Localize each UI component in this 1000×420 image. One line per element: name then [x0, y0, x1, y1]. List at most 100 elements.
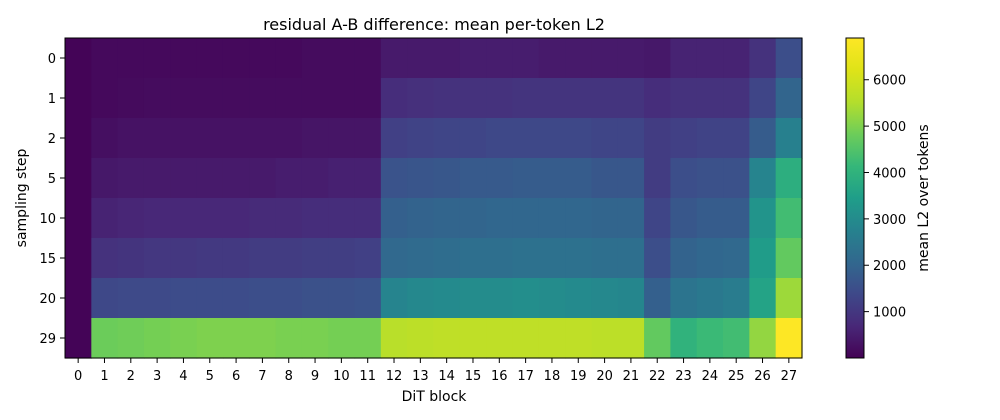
heatmap-cell-29-3 — [143, 318, 171, 359]
heatmap-cell-20-22 — [644, 278, 671, 319]
heatmap-cell-29-17 — [512, 318, 540, 359]
heatmap-cell-0-10 — [328, 38, 356, 79]
heatmap-cell-10-20 — [591, 198, 619, 239]
chart-title: residual A-B difference: mean per-token … — [263, 15, 605, 34]
heatmap-cell-29-23 — [670, 318, 698, 359]
heatmap-cell-10-25 — [723, 198, 750, 239]
heatmap-cell-20-24 — [696, 278, 724, 319]
heatmap-cell-10-18 — [538, 198, 566, 239]
heatmap-cell-1-12 — [380, 78, 408, 119]
heatmap-cell-20-5 — [196, 278, 224, 319]
heatmap-cell-10-1 — [91, 198, 119, 239]
heatmap-cell-15-25 — [723, 238, 750, 279]
heatmap-cell-1-0 — [65, 78, 92, 119]
heatmap-cell-20-7 — [249, 278, 277, 319]
heatmap-cell-10-0 — [65, 198, 92, 239]
heatmap-cell-1-25 — [723, 78, 750, 119]
heatmap-cell-29-1 — [91, 318, 119, 359]
heatmap-cell-20-26 — [749, 278, 777, 319]
heatmap-cell-0-26 — [749, 38, 777, 79]
heatmap-cell-1-7 — [249, 78, 277, 119]
heatmap-cell-2-18 — [538, 118, 566, 159]
heatmap-cell-2-21 — [617, 118, 645, 159]
heatmap-cell-5-26 — [749, 158, 777, 199]
x-tick-label: 17 — [517, 369, 534, 384]
heatmap-cell-10-19 — [565, 198, 593, 239]
heatmap-cell-1-10 — [328, 78, 356, 119]
heatmap-cell-15-1 — [91, 238, 119, 279]
heatmap-cell-15-12 — [380, 238, 408, 279]
heatmap-cell-2-22 — [644, 118, 671, 159]
heatmap-cell-10-26 — [749, 198, 777, 239]
heatmap-cell-20-18 — [538, 278, 566, 319]
heatmap-cell-29-11 — [354, 318, 382, 359]
heatmap-cell-0-22 — [644, 38, 671, 79]
heatmap-cell-15-8 — [275, 238, 303, 279]
heatmap-cell-0-23 — [670, 38, 698, 79]
y-tick-label: 1 — [48, 92, 56, 107]
heatmap-cell-15-10 — [328, 238, 356, 279]
heatmap-cell-10-23 — [670, 198, 698, 239]
heatmap-cell-1-27 — [775, 78, 803, 119]
x-tick-label: 1 — [100, 369, 108, 384]
x-tick-label: 2 — [127, 369, 135, 384]
heatmap-cell-2-27 — [775, 118, 803, 159]
heatmap-cell-0-7 — [249, 38, 277, 79]
heatmap-cell-20-4 — [170, 278, 198, 319]
heatmap-cell-5-13 — [407, 158, 435, 199]
heatmap-cell-2-17 — [512, 118, 540, 159]
heatmap-cell-2-3 — [143, 118, 171, 159]
heatmap-cell-5-8 — [275, 158, 303, 199]
heatmap-cell-15-19 — [565, 238, 593, 279]
heatmap-cell-5-12 — [380, 158, 408, 199]
x-tick-label: 10 — [333, 369, 350, 384]
heatmap-cell-2-26 — [749, 118, 777, 159]
heatmap-cell-20-1 — [91, 278, 119, 319]
heatmap-cell-20-12 — [380, 278, 408, 319]
heatmap-cell-2-8 — [275, 118, 303, 159]
heatmap-cell-20-20 — [591, 278, 619, 319]
heatmap-cell-0-2 — [117, 38, 145, 79]
heatmap-cell-10-17 — [512, 198, 540, 239]
heatmap-cell-1-5 — [196, 78, 224, 119]
heatmap-cell-0-21 — [617, 38, 645, 79]
heatmap-cell-1-15 — [459, 78, 487, 119]
colorbar — [846, 38, 864, 358]
heatmap-cell-10-5 — [196, 198, 224, 239]
heatmap-cell-29-22 — [644, 318, 671, 359]
heatmap-cell-1-17 — [512, 78, 540, 119]
heatmap-cell-5-2 — [117, 158, 145, 199]
heatmap-cell-5-24 — [696, 158, 724, 199]
heatmap-cell-5-5 — [196, 158, 224, 199]
heatmap-cell-15-6 — [222, 238, 250, 279]
heatmap-cell-1-4 — [170, 78, 198, 119]
heatmap-cell-29-25 — [723, 318, 750, 359]
heatmap-cell-1-8 — [275, 78, 303, 119]
heatmap-cell-0-19 — [565, 38, 593, 79]
heatmap-cell-15-22 — [644, 238, 671, 279]
heatmap-cell-2-7 — [249, 118, 277, 159]
heatmap-cell-10-11 — [354, 198, 382, 239]
heatmap-cell-29-10 — [328, 318, 356, 359]
x-tick-label: 16 — [491, 369, 508, 384]
x-tick-label: 7 — [258, 369, 266, 384]
heatmap-cell-2-16 — [486, 118, 514, 159]
heatmap-cell-20-13 — [407, 278, 435, 319]
heatmap-cell-15-21 — [617, 238, 645, 279]
x-tick-label: 19 — [570, 369, 587, 384]
heatmap-cell-0-5 — [196, 38, 224, 79]
heatmap-cell-5-17 — [512, 158, 540, 199]
heatmap-cell-1-3 — [143, 78, 171, 119]
heatmap-cell-29-15 — [459, 318, 487, 359]
heatmap-cell-29-26 — [749, 318, 777, 359]
heatmap-cell-0-8 — [275, 38, 303, 79]
x-tick-label: 9 — [311, 369, 319, 384]
x-tick-label: 23 — [675, 369, 692, 384]
colorbar-tick-label: 6000 — [873, 74, 906, 89]
heatmap-cell-5-10 — [328, 158, 356, 199]
heatmap-cell-1-24 — [696, 78, 724, 119]
heatmap-cell-10-15 — [459, 198, 487, 239]
heatmap-cell-20-19 — [565, 278, 593, 319]
x-tick-label: 22 — [649, 369, 666, 384]
heatmap-cell-2-10 — [328, 118, 356, 159]
